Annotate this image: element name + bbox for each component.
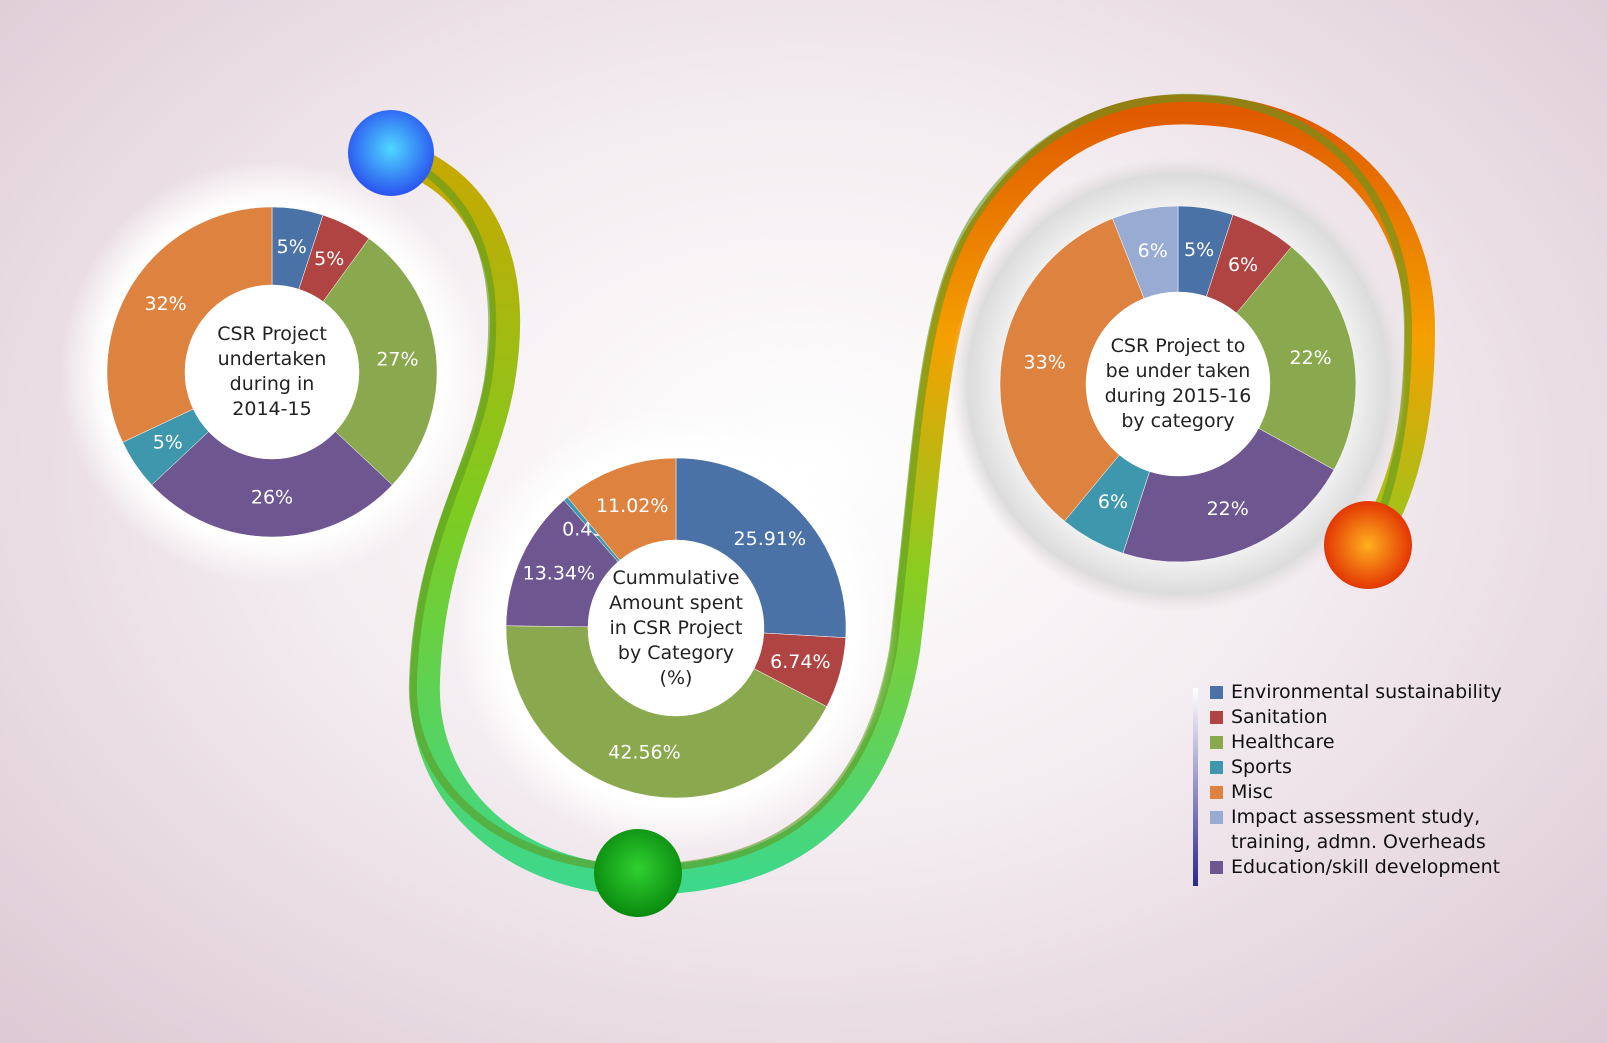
legend-bar [1193, 688, 1198, 886]
chart-title: CSR Project undertaken during in 2014-15 [217, 323, 327, 420]
legend-label: Sports [1231, 756, 1292, 778]
donut-hole [588, 540, 764, 716]
legend-label: Healthcare [1231, 731, 1335, 753]
data-label: 5% [153, 431, 183, 453]
legend-swatch [1210, 811, 1223, 824]
data-label: 42.56% [608, 742, 680, 764]
decor-ball [348, 110, 434, 196]
legend-label: Impact assessment study, training, admn.… [1231, 806, 1486, 853]
legend-swatch [1210, 686, 1223, 699]
data-label: 6% [1228, 254, 1258, 276]
data-label: 13.34% [523, 562, 595, 584]
data-label: 6% [1098, 491, 1128, 513]
legend-item: Sanitation [1210, 705, 1510, 730]
chart-title: CSR Project to be under taken during 201… [1104, 335, 1252, 432]
chart-title: Cummulative Amount spent in CSR Project … [609, 566, 743, 689]
legend-item: Environmental sustainability [1210, 680, 1510, 705]
donut-hole [1086, 292, 1270, 476]
legend-swatch [1210, 736, 1223, 749]
data-label: 11.02% [596, 495, 668, 517]
data-label: 27% [376, 349, 418, 371]
data-label: 22% [1289, 347, 1331, 369]
legend: Environmental sustainability Sanitation He… [1210, 680, 1510, 880]
data-label: 26% [251, 487, 293, 509]
legend-item: Sports [1210, 755, 1510, 780]
decor-ball [594, 829, 682, 917]
legend-label: Environmental sustainability [1231, 681, 1502, 703]
legend-swatch [1210, 711, 1223, 724]
legend-swatch [1210, 861, 1223, 874]
legend-label: Education/skill development [1231, 856, 1501, 878]
donut-hole [185, 285, 359, 459]
decor-curve [637, 94, 1436, 895]
legend-item: Misc [1210, 780, 1510, 805]
legend-label: Sanitation [1231, 706, 1328, 728]
data-label: 22% [1207, 498, 1249, 520]
legend-item: Healthcare [1210, 730, 1510, 755]
data-label: 6% [1138, 240, 1168, 262]
data-label: 25.91% [734, 528, 806, 550]
legend-label: Misc [1231, 781, 1274, 803]
decor-ball [1324, 501, 1412, 589]
data-label: 32% [144, 293, 186, 315]
donut-segment [106, 206, 273, 443]
legend-swatch [1210, 761, 1223, 774]
data-label: 5% [277, 236, 307, 258]
legend-item: Education/skill development [1210, 855, 1510, 880]
donut-segment [1112, 205, 1179, 299]
data-label: 6.74% [770, 651, 830, 673]
legend-swatch [1210, 786, 1223, 799]
data-label: 33% [1024, 351, 1066, 373]
data-label: 5% [314, 248, 344, 270]
data-label: 5% [1184, 239, 1214, 261]
legend-item: Impact assessment study, training, admn.… [1210, 805, 1510, 855]
